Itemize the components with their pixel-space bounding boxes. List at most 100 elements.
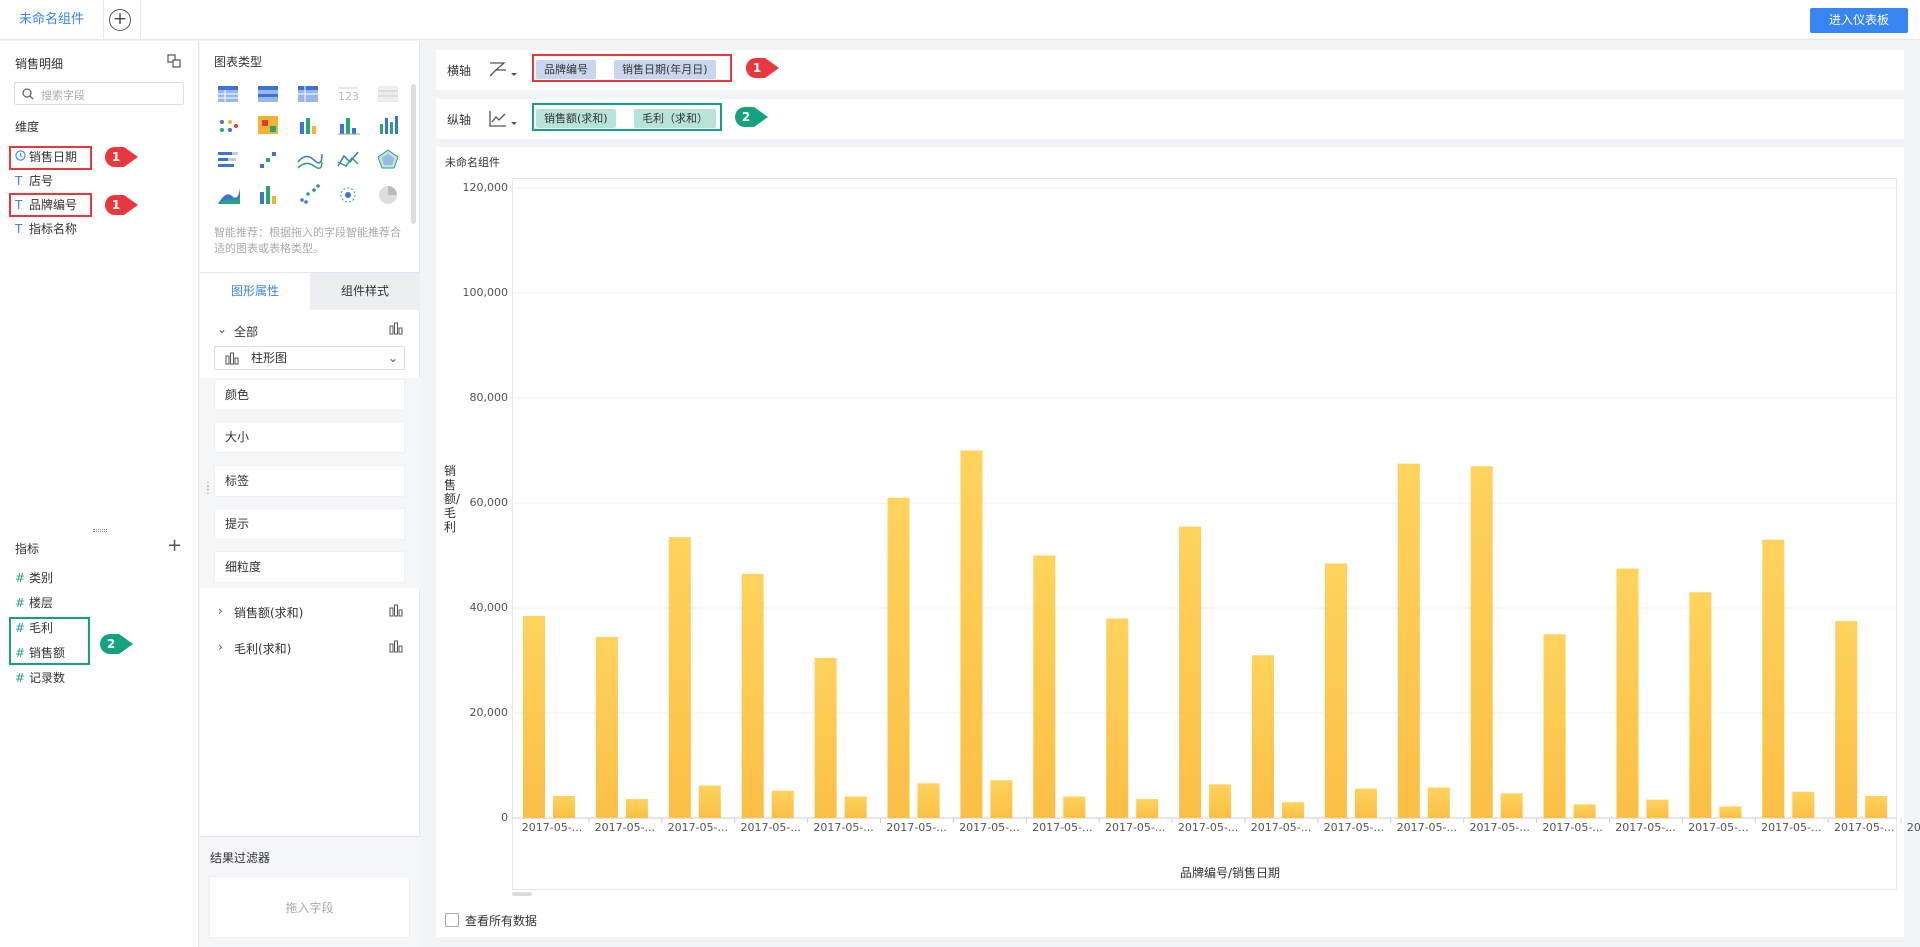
bar-profit[interactable] [1354,788,1377,818]
scatter-icon [300,184,320,204]
add-tab-button[interactable]: + [109,9,131,31]
dimension-item-metric-name[interactable]: T 指标名称 [15,219,77,239]
dimension-item-store[interactable]: T 店号 [15,171,53,191]
property-tooltip[interactable]: 提示 [214,508,405,540]
bar-sales[interactable] [595,636,618,818]
annotation-badge: 2 [734,106,768,128]
chart-type-select[interactable]: 柱形图 ⌄ [214,346,405,370]
y-tick-label: 80,000 [469,391,509,404]
bar-sales[interactable] [1543,634,1566,818]
bar-profit[interactable] [1136,799,1159,818]
bar-profit[interactable] [917,783,940,818]
chevron-right-icon[interactable]: › [218,604,223,618]
bar-sales[interactable] [814,657,837,818]
measure-item-record-count[interactable]: # 记录数 [15,668,65,688]
field-search-input[interactable]: 搜索字段 [14,82,184,105]
panel-resize-handle[interactable]: ⋮ ⋮ [203,481,213,496]
bar-profit[interactable] [1865,795,1888,818]
bar-profit[interactable] [1500,793,1523,818]
bar-sales[interactable] [668,537,691,818]
bar-profit[interactable] [1063,796,1086,818]
chevron-right-icon[interactable]: › [218,640,223,654]
bar-profit[interactable] [844,796,867,818]
bar-type-icon[interactable] [389,639,403,653]
chevron-down-icon[interactable]: ⌄ [217,322,228,336]
bar-profit[interactable] [1427,787,1450,818]
bar-sales[interactable] [1179,526,1202,818]
bar-sales[interactable] [1324,563,1347,818]
measure-item-floor[interactable]: # 楼层 [15,593,53,613]
show-all-data-checkbox[interactable] [445,913,459,927]
property-color[interactable]: 颜色 [214,379,405,411]
measure-item-sales[interactable]: # 销售额 [15,643,65,663]
property-label[interactable]: 标签 [214,465,405,497]
bar-sales[interactable] [1689,592,1712,818]
bar-sales[interactable] [1106,618,1129,819]
x-tick-label: 2017-05-... [1032,821,1093,834]
axis-type-icon[interactable] [488,109,518,129]
add-measure-button[interactable]: + [167,535,183,556]
x-tick-label: 2017-05-... [1469,821,1530,834]
bar-profit[interactable] [1719,806,1742,818]
bar-profit[interactable] [553,795,575,818]
bar-sales[interactable] [1033,555,1056,819]
x-tick-label: 2017-05-... [1250,821,1312,834]
bar-sales[interactable] [523,615,545,818]
bar-profit[interactable] [1209,784,1232,818]
switch-dataset-icon[interactable] [167,53,181,68]
bar-sales[interactable] [1252,655,1274,818]
bar-sales[interactable] [1616,568,1639,818]
dimension-item-brand[interactable]: T 品牌编号 [15,195,77,215]
cross-table-icon [298,86,318,102]
bar-profit[interactable] [1573,804,1596,818]
annotation-badge: 1 [745,57,779,79]
y-field-profit[interactable]: 毛利（求和） [634,109,716,128]
x-tick-label: 2017-06-... [1906,821,1920,834]
scrollbar[interactable] [411,84,416,224]
measure-item-profit[interactable]: # 毛利 [15,618,53,638]
series-profit-label[interactable]: 毛利(求和) [234,642,292,656]
resize-handle[interactable] [93,529,107,532]
x-tick-label: 2017-05-... [740,821,801,834]
horizontal-scrollbar[interactable] [512,892,532,896]
y-field-sales[interactable]: 销售额(求和) [536,109,616,128]
x-field-sales-date[interactable]: 销售日期(年月日) [614,60,716,79]
x-tick-label: 2017-05-... [1833,821,1895,834]
property-granularity[interactable]: 细粒度 [214,551,405,583]
bar-type-icon[interactable] [389,321,403,335]
x-tick-label: 2017-05-... [1177,821,1239,834]
tab-unnamed-component[interactable]: 未命名组件 [0,0,104,40]
x-tick-label: 2017-05-... [1688,821,1749,834]
measure-item-category[interactable]: # 类别 [15,568,53,588]
x-field-brand[interactable]: 品牌编号 [536,60,596,79]
tab-shape-properties[interactable]: 图形属性 [200,273,310,310]
measure-label: 记录数 [29,671,66,685]
bar-sales[interactable] [960,450,983,819]
hash-icon: # [15,571,26,585]
tab-component-style[interactable]: 组件样式 [310,273,420,310]
bar-sales[interactable] [1762,539,1785,818]
enter-dashboard-button[interactable]: 进入仪表板 [1810,8,1908,33]
clock-icon [15,147,29,167]
dimension-item-sales-date[interactable]: 销售日期 [15,147,77,167]
series-sales-label[interactable]: 销售额(求和) [234,606,304,620]
axis-type-icon[interactable] [488,60,518,80]
x-tick-label: 2017-05-... [959,821,1020,834]
bar-sales[interactable] [1835,621,1858,818]
bar-profit[interactable] [990,780,1013,818]
filter-drop-zone[interactable]: 拖入字段 [209,876,410,938]
bar-sales[interactable] [1470,466,1493,818]
bar-profit[interactable] [1792,791,1815,818]
bar-profit[interactable] [625,799,648,818]
bar-type-icon[interactable] [389,603,403,617]
dimension-label: 指标名称 [29,222,78,236]
chart-type-grid: 123 [218,86,399,204]
bar-profit[interactable] [1282,802,1304,818]
bar-profit[interactable] [771,790,794,818]
bar-sales[interactable] [887,497,910,818]
bar-profit[interactable] [698,785,721,818]
bar-profit[interactable] [1646,799,1669,818]
property-size[interactable]: 大小 [214,421,405,453]
bar-sales[interactable] [1397,463,1420,818]
bar-sales[interactable] [741,573,764,818]
